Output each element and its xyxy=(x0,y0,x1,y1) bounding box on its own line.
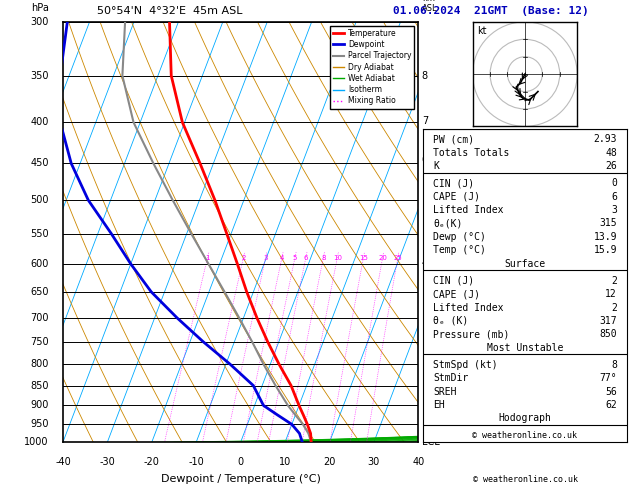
Text: 20: 20 xyxy=(378,255,387,261)
Text: 3: 3 xyxy=(264,255,268,261)
Text: 26: 26 xyxy=(605,161,617,171)
Text: StmSpd (kt): StmSpd (kt) xyxy=(433,360,498,370)
Text: CAPE (J): CAPE (J) xyxy=(433,289,480,299)
Text: 48: 48 xyxy=(605,148,617,158)
Text: 2: 2 xyxy=(611,302,617,312)
Text: Temp (°C): Temp (°C) xyxy=(433,245,486,255)
Text: 56: 56 xyxy=(605,386,617,397)
Text: 1: 1 xyxy=(205,255,209,261)
Text: 7: 7 xyxy=(422,116,428,125)
Text: 01.06.2024  21GMT  (Base: 12): 01.06.2024 21GMT (Base: 12) xyxy=(392,6,589,16)
Text: 12: 12 xyxy=(605,289,617,299)
Text: 8: 8 xyxy=(422,70,428,81)
Text: CIN (J): CIN (J) xyxy=(433,178,474,189)
Text: CAPE (J): CAPE (J) xyxy=(433,192,480,202)
Text: 300: 300 xyxy=(30,17,48,27)
Text: PW (cm): PW (cm) xyxy=(433,135,474,144)
Legend: Temperature, Dewpoint, Parcel Trajectory, Dry Adiabat, Wet Adiabat, Isotherm, Mi: Temperature, Dewpoint, Parcel Trajectory… xyxy=(330,26,415,108)
Text: kt: kt xyxy=(477,26,486,36)
Text: 850: 850 xyxy=(30,381,48,391)
Text: Dewpoint / Temperature (°C): Dewpoint / Temperature (°C) xyxy=(160,474,321,484)
Text: 450: 450 xyxy=(30,158,48,169)
Text: 2: 2 xyxy=(241,255,245,261)
Text: 2: 2 xyxy=(611,276,617,286)
Text: -10: -10 xyxy=(188,457,204,467)
Text: 350: 350 xyxy=(30,70,48,81)
Text: 62: 62 xyxy=(605,400,617,410)
Text: Totals Totals: Totals Totals xyxy=(433,148,509,158)
Text: 5: 5 xyxy=(422,195,428,205)
Text: 13.9: 13.9 xyxy=(593,232,617,242)
Text: 6: 6 xyxy=(422,155,428,165)
Text: 850: 850 xyxy=(599,329,617,339)
Text: SREH: SREH xyxy=(433,386,457,397)
Text: Dewp (°C): Dewp (°C) xyxy=(433,232,486,242)
Text: Mixing Ratio (g/kg): Mixing Ratio (g/kg) xyxy=(438,189,448,275)
Text: 50°54'N  4°32'E  45m ASL: 50°54'N 4°32'E 45m ASL xyxy=(97,6,243,16)
Text: 4: 4 xyxy=(422,258,428,268)
Text: Surface: Surface xyxy=(504,259,545,269)
Text: 317: 317 xyxy=(599,316,617,326)
Text: 77°: 77° xyxy=(599,373,617,383)
Text: 25: 25 xyxy=(393,255,402,261)
Text: Most Unstable: Most Unstable xyxy=(487,343,563,352)
Text: -30: -30 xyxy=(99,457,115,467)
Text: 5: 5 xyxy=(292,255,297,261)
Text: LCL: LCL xyxy=(422,437,440,447)
Text: Lifted Index: Lifted Index xyxy=(433,302,503,312)
Text: 400: 400 xyxy=(30,117,48,127)
Text: Hodograph: Hodograph xyxy=(498,413,552,423)
Text: hPa: hPa xyxy=(31,3,48,14)
Text: 3: 3 xyxy=(611,205,617,215)
Text: K: K xyxy=(433,161,439,171)
Text: 1000: 1000 xyxy=(24,437,48,447)
Text: 30: 30 xyxy=(368,457,380,467)
Text: 8: 8 xyxy=(321,255,326,261)
Text: 900: 900 xyxy=(30,400,48,411)
Text: 6: 6 xyxy=(304,255,308,261)
Text: 550: 550 xyxy=(30,228,48,239)
Text: 800: 800 xyxy=(30,359,48,369)
Text: θₑ (K): θₑ (K) xyxy=(433,316,468,326)
Text: 650: 650 xyxy=(30,287,48,297)
Text: StmDir: StmDir xyxy=(433,373,468,383)
Text: 950: 950 xyxy=(30,419,48,429)
Text: CIN (J): CIN (J) xyxy=(433,276,474,286)
Text: 15.9: 15.9 xyxy=(593,245,617,255)
Text: 750: 750 xyxy=(30,337,48,347)
Text: 600: 600 xyxy=(30,259,48,269)
Text: 2.93: 2.93 xyxy=(593,135,617,144)
Text: km
ASL: km ASL xyxy=(422,0,437,14)
Text: Pressure (mb): Pressure (mb) xyxy=(433,329,509,339)
Text: 500: 500 xyxy=(30,195,48,205)
Text: -20: -20 xyxy=(144,457,160,467)
Text: 6: 6 xyxy=(611,192,617,202)
Text: EH: EH xyxy=(433,400,445,410)
Text: Lifted Index: Lifted Index xyxy=(433,205,503,215)
Text: 3: 3 xyxy=(422,312,428,323)
Text: 700: 700 xyxy=(30,312,48,323)
Text: 0: 0 xyxy=(611,178,617,189)
Text: 4: 4 xyxy=(280,255,284,261)
Text: -40: -40 xyxy=(55,457,71,467)
Text: © weatheronline.co.uk: © weatheronline.co.uk xyxy=(473,474,577,484)
Text: 40: 40 xyxy=(412,457,425,467)
Text: 1: 1 xyxy=(422,399,428,409)
Text: θₑ(K): θₑ(K) xyxy=(433,219,462,228)
Text: 315: 315 xyxy=(599,219,617,228)
Text: 8: 8 xyxy=(611,360,617,370)
Text: 10: 10 xyxy=(279,457,291,467)
Text: © weatheronline.co.uk: © weatheronline.co.uk xyxy=(472,431,577,440)
Text: 2: 2 xyxy=(422,357,428,367)
Text: 20: 20 xyxy=(323,457,336,467)
Text: 10: 10 xyxy=(333,255,342,261)
Text: 15: 15 xyxy=(359,255,368,261)
Text: 0: 0 xyxy=(238,457,243,467)
